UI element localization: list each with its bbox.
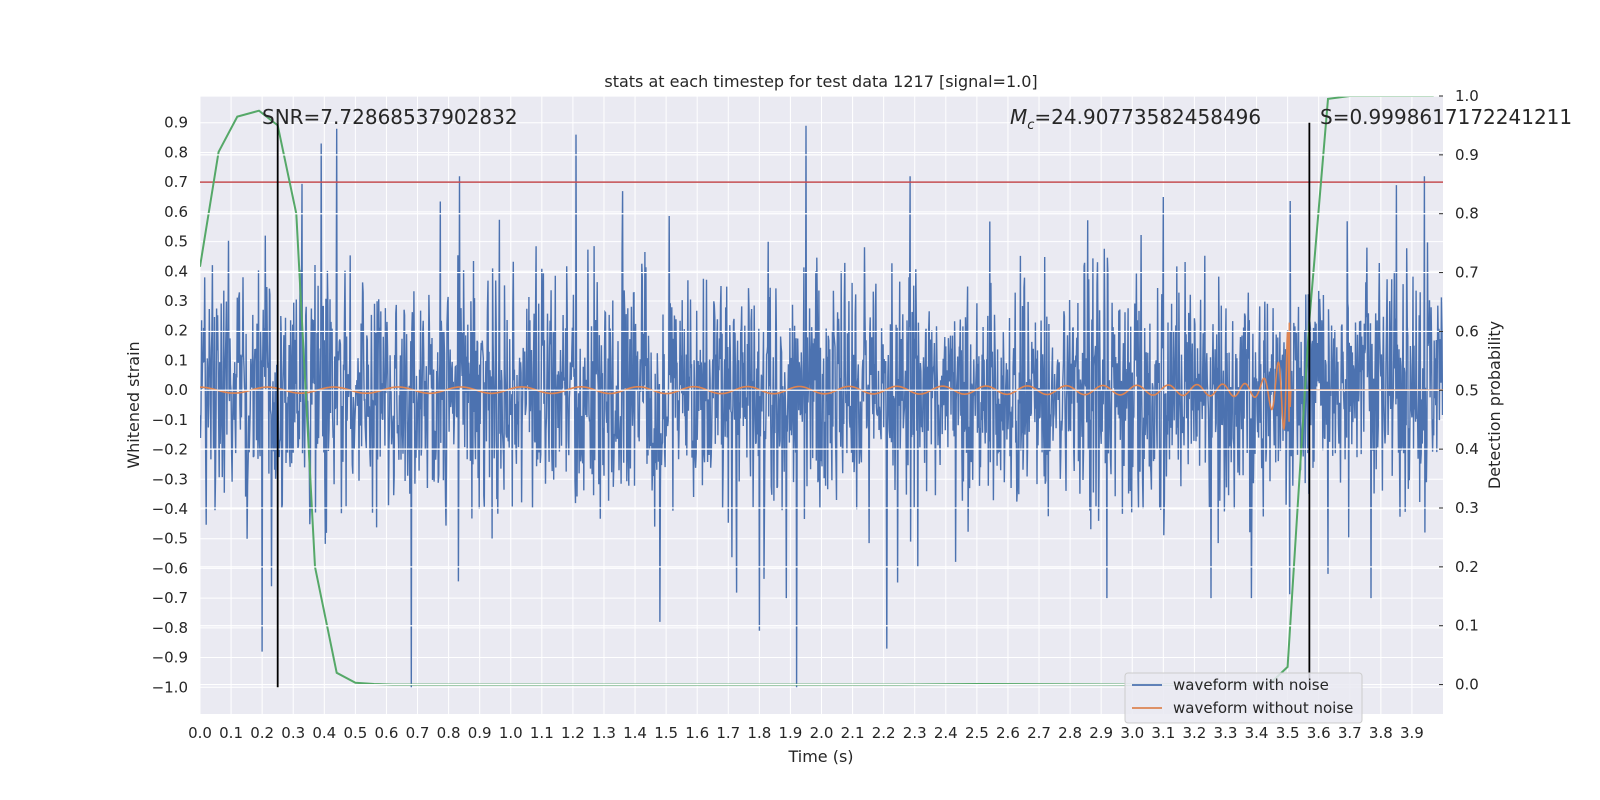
y-tick-label: −0.5 <box>152 530 188 548</box>
x-tick-label: 1.7 <box>716 724 740 742</box>
y-tick-label: 0.1 <box>164 351 188 369</box>
right-y-tick-label: 0.1 <box>1455 617 1479 635</box>
y-tick-label: −0.2 <box>152 441 188 459</box>
y-tick-label: −0.7 <box>152 589 188 607</box>
x-tick-label: 2.3 <box>903 724 927 742</box>
x-tick-label: 0.0 <box>188 724 212 742</box>
x-tick-label: 1.2 <box>561 724 585 742</box>
x-tick-label: 2.4 <box>934 724 958 742</box>
right-y-tick-label: 1.0 <box>1455 87 1479 105</box>
right-y-axis-label: Detection probability <box>1485 321 1504 489</box>
y-tick-label: −0.6 <box>152 559 188 577</box>
y-tick-label: −0.3 <box>152 470 188 488</box>
chirp-mass-symbol: M <box>1010 105 1027 129</box>
y-tick-label: 0.2 <box>164 322 188 340</box>
right-y-tick-label: 0.6 <box>1455 322 1479 340</box>
y-tick-label: −0.8 <box>152 619 188 637</box>
x-tick-label: 1.5 <box>654 724 678 742</box>
right-y-tick-labels: 1.0 0.9 0.8 0.7 0.6 0.5 0.4 0.3 0.2 0.1 0.0 <box>1439 87 1479 694</box>
x-tick-label: 1.6 <box>685 724 709 742</box>
y-tick-labels: 0.9 0.8 0.7 0.6 0.5 0.4 0.3 0.2 0.1 0.0 −0.1 −0.2 −0… <box>152 114 188 697</box>
y-tick-label: 0.4 <box>164 262 188 280</box>
y-tick-label: 0.9 <box>164 114 188 132</box>
x-tick-label: 2.7 <box>1027 724 1051 742</box>
y-tick-label: 0.7 <box>164 173 188 191</box>
y-tick-label: −0.1 <box>152 411 188 429</box>
right-y-tick-label: 0.4 <box>1455 440 1479 458</box>
x-tick-label: 0.2 <box>250 724 274 742</box>
legend: waveform with noise waveform without noi… <box>1124 672 1363 724</box>
x-tick-label: 1.3 <box>592 724 616 742</box>
x-tick-label: 1.4 <box>623 724 647 742</box>
x-tick-label: 0.7 <box>406 724 430 742</box>
x-tick-label: 3.1 <box>1151 724 1175 742</box>
y-axis-label: Whitened strain <box>124 341 143 468</box>
x-tick-label: 3.9 <box>1400 724 1424 742</box>
x-tick-label: 2.2 <box>872 724 896 742</box>
y-tick-label: −0.4 <box>152 500 188 518</box>
right-y-tick-label: 0.3 <box>1455 499 1479 517</box>
y-tick-label: −1.0 <box>152 678 188 696</box>
x-tick-label: 3.7 <box>1338 724 1362 742</box>
x-tick-label: 1.0 <box>499 724 523 742</box>
x-tick-label: 1.9 <box>778 724 802 742</box>
chirp-mass-subscript: c <box>1027 118 1034 133</box>
y-tick-label: 0.0 <box>164 381 188 399</box>
y-tick-label: 0.3 <box>164 292 188 310</box>
x-tick-label: 3.4 <box>1245 724 1269 742</box>
right-y-tick-label: 0.7 <box>1455 264 1479 282</box>
chirp-mass-value: =24.90773582458496 <box>1034 105 1261 129</box>
detection-score-annotation: S=0.9998617172241211 <box>1320 105 1572 129</box>
chirp-mass-annotation: Mc=24.90773582458496 <box>1010 105 1261 133</box>
x-tick-label: 1.1 <box>530 724 554 742</box>
right-y-tick-label: 0.5 <box>1455 381 1479 399</box>
x-tick-label: 2.9 <box>1089 724 1113 742</box>
x-tick-label: 0.9 <box>468 724 492 742</box>
x-tick-label: 0.5 <box>343 724 367 742</box>
waveform-without-noise-line <box>200 322 1443 430</box>
chart-title: stats at each timestep for test data 121… <box>604 72 1037 91</box>
y-tick-label: 0.6 <box>164 203 188 221</box>
right-y-tick-label: 0.0 <box>1455 676 1479 694</box>
x-tick-label: 3.2 <box>1182 724 1206 742</box>
y-tick-label: 0.8 <box>164 143 188 161</box>
x-tick-label: 2.0 <box>810 724 834 742</box>
y-tick-label: −0.9 <box>152 649 188 667</box>
legend-box <box>1124 672 1363 724</box>
x-tick-label: 0.6 <box>375 724 399 742</box>
x-tick-label: 2.6 <box>996 724 1020 742</box>
y-tick-label: 0.5 <box>164 233 188 251</box>
x-tick-label: 0.8 <box>437 724 461 742</box>
right-y-tick-label: 0.2 <box>1455 558 1479 576</box>
x-tick-label: 2.8 <box>1058 724 1082 742</box>
x-tick-label: 3.5 <box>1276 724 1300 742</box>
x-tick-label: 0.4 <box>312 724 336 742</box>
x-tick-label: 3.3 <box>1214 724 1238 742</box>
x-tick-label: 3.0 <box>1120 724 1144 742</box>
legend-label-waveform-with-noise: waveform with noise <box>1173 676 1329 694</box>
x-tick-label: 1.8 <box>747 724 771 742</box>
x-tick-label: 2.1 <box>841 724 865 742</box>
x-tick-label: 0.1 <box>219 724 243 742</box>
x-tick-labels: 0.0 0.1 0.2 0.3 0.4 0.5 0.6 0.7 0.8 0.9 1.0 1.1 1.2 1… <box>188 724 1424 742</box>
x-tick-label: 0.3 <box>281 724 305 742</box>
waveform-with-noise-line <box>200 125 1443 688</box>
snr-annotation: SNR=7.72868537902832 <box>262 105 518 129</box>
x-tick-label: 3.8 <box>1369 724 1393 742</box>
right-y-tick-label: 0.8 <box>1455 205 1479 223</box>
plot-series <box>200 96 1443 688</box>
legend-label-waveform-without-noise: waveform without noise <box>1173 699 1353 717</box>
x-axis-label: Time (s) <box>787 747 853 766</box>
x-tick-label: 2.5 <box>965 724 989 742</box>
x-tick-label: 3.6 <box>1307 724 1331 742</box>
right-y-tick-label: 0.9 <box>1455 146 1479 164</box>
